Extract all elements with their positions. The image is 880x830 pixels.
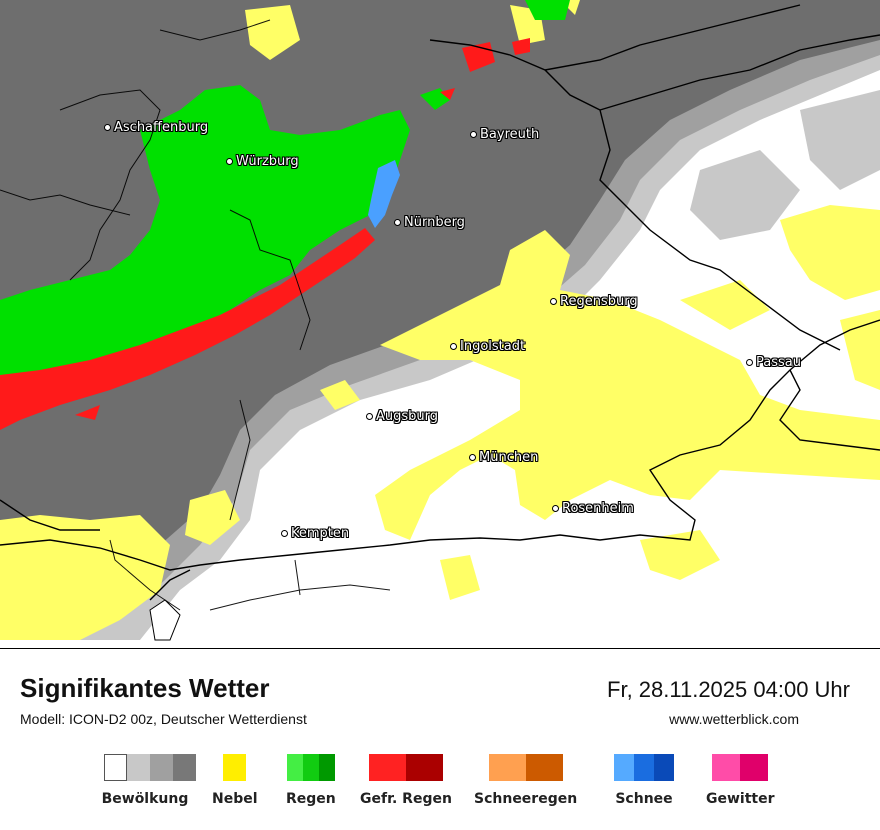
legend-snow: Schnee	[614, 754, 674, 807]
city-label-bayreuth: Bayreuth	[470, 127, 539, 142]
legend-swatch	[525, 754, 563, 781]
website-link[interactable]: www.wetterblick.com	[669, 711, 799, 727]
rain-area	[0, 85, 410, 400]
legend-swatch	[634, 754, 654, 781]
city-label-rosenheim: Rosenheim	[552, 501, 634, 516]
city-marker-icon	[281, 530, 288, 537]
legend-label: Schnee	[615, 791, 673, 807]
city-label-augsburg: Augsburg	[366, 409, 438, 424]
legend-freezing-rain: Gefr. Regen	[360, 754, 452, 807]
legend-swatches	[286, 754, 335, 781]
city-label-regensburg: Regensburg	[550, 294, 638, 309]
legend-swatches	[712, 754, 769, 781]
district-borders	[0, 19, 391, 611]
legend-swatch	[488, 754, 526, 781]
city-label-muenchen: München	[469, 450, 538, 465]
legend-label: Regen	[286, 791, 336, 807]
legend-label: Schneeregen	[474, 791, 578, 807]
legend-swatch	[740, 754, 769, 781]
map-footer: Signifikantes Wetter Modell: ICON-D2 00z…	[0, 649, 880, 830]
city-label-passau: Passau	[746, 355, 801, 370]
fog-area-east	[375, 230, 880, 540]
model-source: Modell: ICON-D2 00z, Deutscher Wetterdie…	[20, 711, 307, 727]
city-marker-icon	[450, 343, 457, 350]
legend-label: Gewitter	[706, 791, 775, 807]
city-marker-icon	[469, 454, 476, 461]
map-title: Signifikantes Wetter	[20, 673, 270, 703]
city-marker-icon	[394, 219, 401, 226]
weather-map-graphic	[0, 0, 880, 641]
legend-cloudiness: Bewölkung	[101, 754, 196, 807]
city-marker-icon	[104, 124, 111, 131]
legend-swatch	[614, 754, 634, 781]
legend-swatches	[223, 754, 247, 781]
city-label-nuernberg: Nürnberg	[394, 215, 465, 230]
legend-swatch	[318, 754, 335, 781]
legend-swatch	[405, 754, 443, 781]
city-marker-icon	[366, 413, 373, 420]
city-label-kempten: Kempten	[281, 526, 349, 541]
legend-sleet: Schneeregen	[474, 754, 577, 807]
weather-map: Aschaffenburg Würzburg Bayreuth Nürnberg…	[0, 0, 880, 649]
legend-swatch	[104, 754, 127, 781]
legend-swatch	[150, 754, 173, 781]
legend-thunderstorm: Gewitter	[706, 754, 775, 807]
legend-swatches	[614, 754, 674, 781]
legend-swatch	[654, 754, 674, 781]
forecast-datetime: Fr, 28.11.2025 04:00 Uhr	[607, 677, 850, 702]
legend-swatch	[712, 754, 741, 781]
city-label-ingolstadt: Ingolstadt	[450, 339, 525, 354]
legend-label: Bewölkung	[101, 791, 189, 807]
legend-swatch	[127, 754, 150, 781]
legend-swatch	[173, 754, 196, 781]
city-label-wuerzburg: Würzburg	[226, 154, 299, 169]
legend-swatch	[368, 754, 406, 781]
legend-label: Nebel	[212, 791, 258, 807]
city-marker-icon	[470, 131, 477, 138]
state-borders	[0, 4, 880, 601]
freezing-rain-area	[0, 228, 375, 430]
snow-area	[368, 160, 400, 228]
legend-swatches	[104, 754, 196, 781]
legend-rain: Regen	[286, 754, 336, 807]
city-marker-icon	[226, 158, 233, 165]
legend-swatch	[302, 754, 319, 781]
legend-swatch	[286, 754, 303, 781]
city-marker-icon	[552, 505, 559, 512]
legend-fog: Nebel	[212, 754, 258, 807]
legend-swatch	[223, 754, 247, 781]
city-label-aschaffenburg: Aschaffenburg	[104, 120, 208, 135]
legend-swatches	[368, 754, 443, 781]
city-marker-icon	[746, 359, 753, 366]
city-marker-icon	[550, 298, 557, 305]
legend-swatches	[488, 754, 563, 781]
legend-label: Gefr. Regen	[360, 791, 452, 807]
